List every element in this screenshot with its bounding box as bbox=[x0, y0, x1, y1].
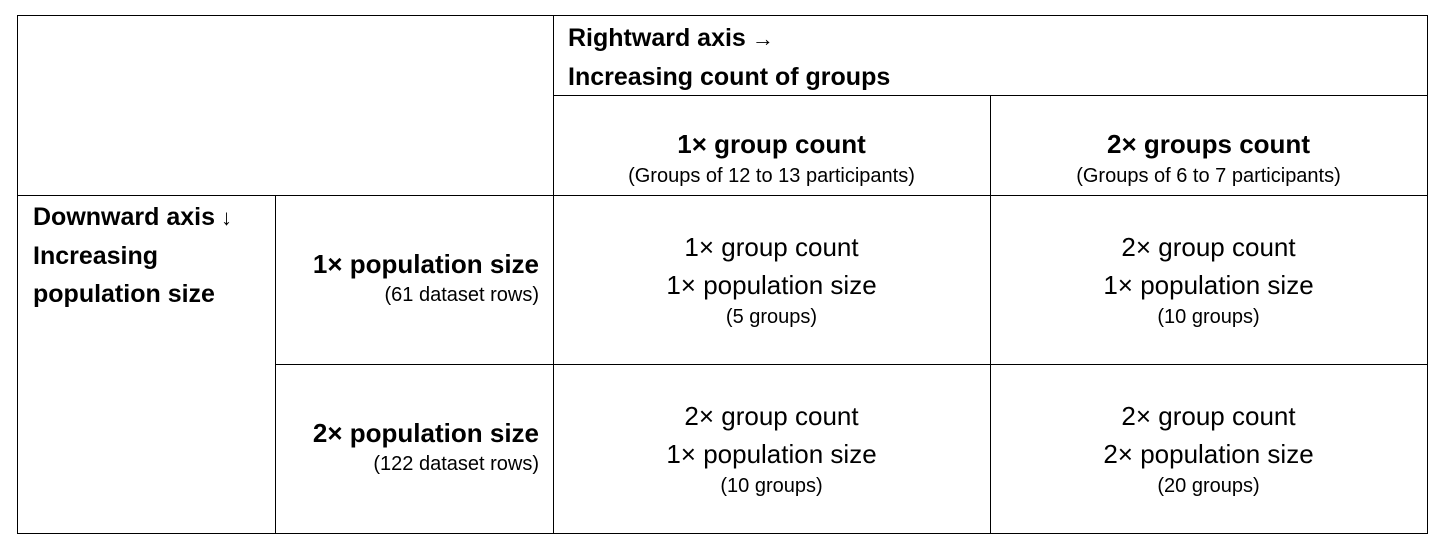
table-cell-r1-c1: 1× group count 1× population size (5 gro… bbox=[553, 195, 991, 365]
downward-axis-label: Downward axis ↓ bbox=[33, 203, 232, 231]
column-title: 1× group count bbox=[677, 129, 866, 159]
cell-line3: (5 groups) bbox=[725, 306, 818, 328]
cell-line1: 2× group count bbox=[1121, 232, 1296, 262]
downward-axis-header: Downward axis ↓ Increasing population siz… bbox=[17, 195, 276, 534]
rightward-axis-description: Increasing count of groups bbox=[568, 63, 891, 91]
down-arrow-icon: ↓ bbox=[221, 205, 232, 230]
rightward-axis-label: Rightward axis → bbox=[568, 24, 774, 52]
cell-line1: 2× group count bbox=[684, 401, 859, 431]
row-header-1: 1× population size (61 dataset rows) bbox=[275, 195, 554, 365]
row-title: 2× population size bbox=[312, 418, 539, 448]
rightward-axis-header: Rightward axis → Increasing count of grou… bbox=[553, 15, 1428, 96]
design-table: Rightward axis → Increasing count of grou… bbox=[17, 15, 1428, 534]
row-subtitle: (61 dataset rows) bbox=[384, 284, 539, 306]
cell-line3: (10 groups) bbox=[1157, 306, 1260, 328]
cell-line2: 2× population size bbox=[1103, 439, 1314, 469]
cell-line2: 1× population size bbox=[1103, 270, 1314, 300]
column-title: 2× groups count bbox=[1107, 129, 1310, 159]
right-arrow-icon: → bbox=[751, 26, 774, 51]
row-title: 1× population size bbox=[312, 249, 539, 279]
row-header-2: 2× population size (122 dataset rows) bbox=[275, 364, 554, 534]
downward-axis-description-line1: Increasing bbox=[33, 242, 159, 270]
column-header-2: 2× groups count (Groups of 6 to 7 partic… bbox=[990, 95, 1428, 196]
cell-line1: 2× group count bbox=[1121, 401, 1296, 431]
table-cell-r2-c2: 2× group count 2× population size (20 gr… bbox=[990, 364, 1428, 534]
empty-corner-cell bbox=[17, 15, 554, 196]
cell-line3: (10 groups) bbox=[720, 475, 823, 497]
cell-line3: (20 groups) bbox=[1157, 475, 1260, 497]
table-cell-r2-c1: 2× group count 1× population size (10 gr… bbox=[553, 364, 991, 534]
cell-line1: 1× group count bbox=[684, 232, 859, 262]
table-cell-r1-c2: 2× group count 1× population size (10 gr… bbox=[990, 195, 1428, 365]
column-subtitle: (Groups of 6 to 7 participants) bbox=[1076, 165, 1341, 187]
cell-line2: 1× population size bbox=[666, 270, 877, 300]
downward-axis-description-line2: population size bbox=[33, 280, 215, 308]
cell-line2: 1× population size bbox=[666, 439, 877, 469]
column-subtitle: (Groups of 12 to 13 participants) bbox=[628, 165, 915, 187]
column-header-1: 1× group count (Groups of 12 to 13 parti… bbox=[553, 95, 991, 196]
row-subtitle: (122 dataset rows) bbox=[373, 453, 539, 475]
